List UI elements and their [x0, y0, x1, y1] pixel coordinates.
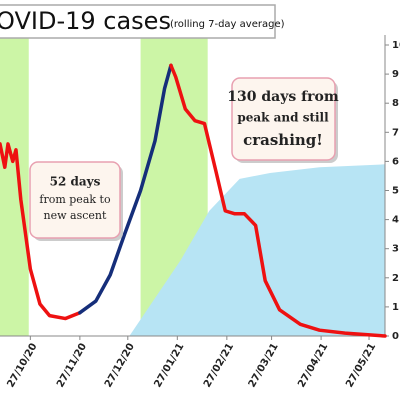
annotation-text: new ascent: [44, 209, 107, 222]
y-tick-label: 3: [392, 244, 399, 255]
y-tick-label: 9: [392, 69, 399, 80]
line: [78, 63, 173, 315]
annotation-text: 52 days: [50, 175, 101, 189]
title-box: [0, 4, 276, 39]
shaded-period: [0, 35, 29, 336]
annotation-text: 130 days from: [227, 89, 339, 105]
line: [0, 142, 82, 321]
annotation-box: [29, 161, 121, 239]
y-tick-label: 8: [392, 98, 399, 109]
chart-title: OVID-19 cases: [0, 7, 171, 35]
line: [169, 63, 387, 338]
y-tick-label: 1: [392, 302, 399, 313]
y-tick-label: 10: [392, 40, 400, 51]
annotation-text: crashing!: [243, 131, 323, 149]
y-tick-label: 4: [392, 215, 399, 226]
y-tick-label: 6: [392, 156, 399, 167]
annotation-text: peak and still: [237, 111, 329, 125]
y-tick-label: 5: [392, 186, 399, 197]
annotation-text: from peak to: [39, 193, 111, 206]
chart-subtitle: (rolling 7-day average): [170, 19, 285, 30]
y-tick-label: 0: [392, 331, 399, 342]
annotation-box: [231, 77, 336, 161]
y-tick-label: 2: [392, 273, 399, 284]
y-tick-label: 7: [392, 127, 399, 138]
area: [129, 164, 385, 336]
